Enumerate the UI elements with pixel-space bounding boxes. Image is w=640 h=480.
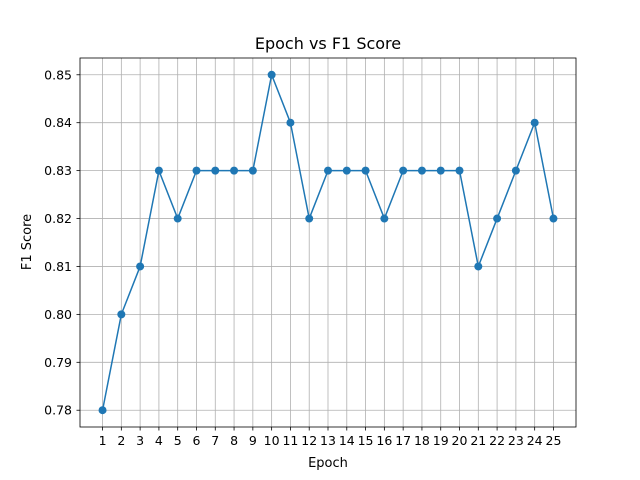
data-point-epoch-21 — [474, 262, 483, 271]
x-tick-label-17: 17 — [395, 433, 411, 448]
data-point-epoch-25 — [549, 214, 558, 223]
x-tick-label-14: 14 — [339, 433, 355, 448]
data-point-epoch-20 — [455, 166, 464, 175]
chart-title: Epoch vs F1 Score — [255, 34, 401, 53]
x-tick-label-4: 4 — [155, 433, 163, 448]
data-point-epoch-22 — [493, 214, 502, 223]
y-tick-label-0.79: 0.79 — [44, 355, 72, 370]
x-tick-label-8: 8 — [230, 433, 238, 448]
x-tick-label-18: 18 — [414, 433, 430, 448]
x-tick-label-16: 16 — [376, 433, 392, 448]
x-tick-label-15: 15 — [358, 433, 374, 448]
data-point-epoch-7 — [211, 166, 220, 175]
x-tick-label-12: 12 — [301, 433, 317, 448]
data-point-epoch-18 — [417, 166, 426, 175]
x-tick-label-22: 22 — [489, 433, 505, 448]
x-tick-label-20: 20 — [452, 433, 468, 448]
data-point-epoch-15 — [361, 166, 370, 175]
x-tick-label-6: 6 — [193, 433, 201, 448]
y-tick-label-0.80: 0.80 — [44, 307, 72, 322]
data-point-epoch-16 — [380, 214, 389, 223]
data-point-epoch-3 — [136, 262, 145, 271]
x-tick-label-11: 11 — [282, 433, 298, 448]
x-axis-label: Epoch — [308, 456, 348, 471]
y-tick-label-0.78: 0.78 — [44, 403, 72, 418]
data-point-epoch-4 — [154, 166, 163, 175]
y-tick-label-0.82: 0.82 — [44, 211, 72, 226]
x-tick-label-23: 23 — [508, 433, 524, 448]
x-tick-label-9: 9 — [249, 433, 257, 448]
x-tick-label-2: 2 — [117, 433, 125, 448]
x-tick-label-1: 1 — [99, 433, 107, 448]
y-tick-label-0.83: 0.83 — [44, 163, 72, 178]
y-tick-label-0.85: 0.85 — [44, 67, 72, 82]
data-point-epoch-19 — [436, 166, 445, 175]
data-point-epoch-17 — [399, 166, 408, 175]
x-tick-label-7: 7 — [211, 433, 219, 448]
data-point-epoch-13 — [324, 166, 332, 175]
x-tick-label-10: 10 — [264, 433, 280, 448]
y-axis-label: F1 Score — [20, 214, 35, 270]
data-point-epoch-8 — [230, 166, 239, 175]
data-point-epoch-24 — [530, 118, 539, 127]
x-tick-label-24: 24 — [527, 433, 543, 448]
data-point-epoch-9 — [248, 166, 257, 175]
axes: 1 2 3 4 5 6 7 8 9 10 11 12 13 14 15 16 17 18 19 20 21 22 23 24 2… — [44, 57, 577, 448]
data-point-epoch-23 — [511, 166, 520, 175]
x-tick-label-19: 19 — [433, 433, 449, 448]
data-point-epoch-6 — [192, 166, 201, 175]
data-point-epoch-14 — [342, 166, 351, 175]
x-tick-label-13: 13 — [320, 433, 336, 448]
x-tick-label-21: 21 — [470, 433, 486, 448]
data-point-epoch-5 — [173, 214, 182, 223]
data-point-epoch-2 — [117, 310, 126, 319]
series-f1-score — [98, 70, 558, 415]
data-point-epoch-12 — [305, 214, 314, 223]
x-tick-label-3: 3 — [136, 433, 144, 448]
x-tick-label-5: 5 — [174, 433, 182, 448]
y-tick-label-0.84: 0.84 — [44, 115, 72, 130]
data-point-epoch-11 — [286, 118, 295, 127]
y-tick-label-0.81: 0.81 — [44, 259, 72, 274]
data-point-epoch-1 — [98, 406, 107, 415]
x-tick-label-25: 25 — [546, 433, 562, 448]
data-point-epoch-10 — [267, 70, 276, 79]
